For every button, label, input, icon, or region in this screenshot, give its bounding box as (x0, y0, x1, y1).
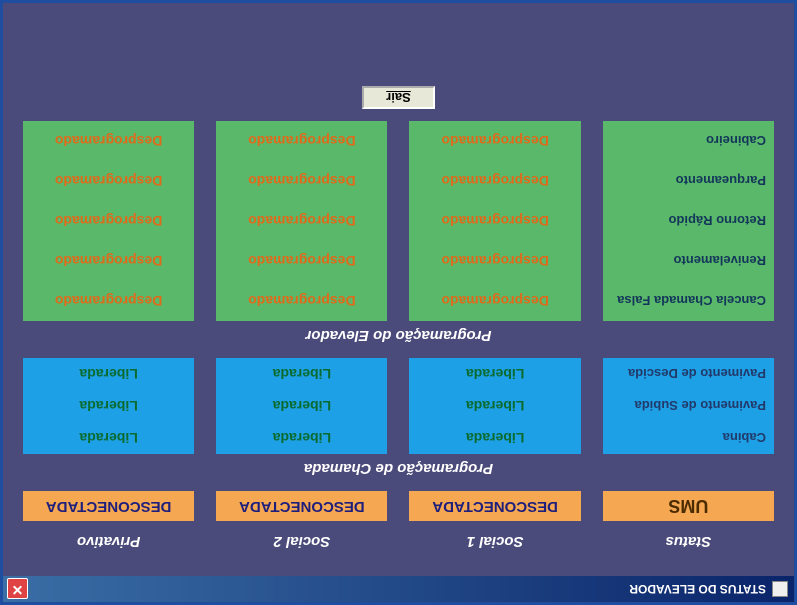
chamada-val: Liberada (79, 430, 137, 446)
elevador-val: Desprogramado (441, 173, 548, 189)
chamada-val: Liberada (466, 398, 524, 414)
elevador-val: Desprogramado (55, 133, 162, 149)
chamada-col-privativo: Liberada Liberada Liberada (23, 358, 194, 454)
elevador-val: Desprogramado (248, 293, 355, 309)
status-row: UMS DESCONECTADA DESCONECTADA DESCONECTA… (23, 491, 774, 521)
column-headers: Status Social 1 Social 2 Privativo (23, 521, 774, 556)
elevador-val: Desprogramado (55, 293, 162, 309)
elevador-val: Desprogramado (248, 213, 355, 229)
elevador-row-renivel: Renivelamento (603, 241, 774, 281)
elevador-col-social2: Desprogramado Desprogramado Desprogramad… (216, 121, 387, 321)
elevador-val: Desprogramado (248, 173, 355, 189)
sair-button[interactable]: Sair (362, 86, 435, 109)
col-header-social1: Social 1 (410, 521, 581, 556)
elevador-val: Desprogramado (441, 213, 548, 229)
close-icon[interactable]: ✕ (7, 579, 28, 600)
elevador-labels: Cancela Chamada Falsa Renivelamento Reto… (603, 121, 774, 321)
status-social2: DESCONECTADA (216, 491, 387, 521)
elevador-row-parque: Parqueamento (603, 161, 774, 201)
status-ums: UMS (603, 491, 774, 521)
chamada-row-descida: Pavimento de Descida (603, 358, 774, 390)
section-chamada-title: Programação de Chamada (23, 460, 774, 477)
elevador-row-retorno: Retorno Rápido (603, 201, 774, 241)
elevador-col-social1: Desprogramado Desprogramado Desprogramad… (410, 121, 581, 321)
elevador-val: Desprogramado (441, 253, 548, 269)
chamada-val: Liberada (79, 366, 137, 382)
chamada-val: Liberada (466, 430, 524, 446)
chamada-col-social2: Liberada Liberada Liberada (216, 358, 387, 454)
chamada-grid: Cabina Pavimento de Subida Pavimento de … (23, 358, 774, 454)
elevador-col-privativo: Desprogramado Desprogramado Desprogramad… (23, 121, 194, 321)
elevador-val: Desprogramado (55, 173, 162, 189)
chamada-col-social1: Liberada Liberada Liberada (410, 358, 581, 454)
chamada-val: Liberada (466, 366, 524, 382)
col-header-status: Status (603, 521, 774, 556)
elevador-val: Desprogramado (248, 133, 355, 149)
status-social1: DESCONECTADA (410, 491, 581, 521)
window-title: STATUS DO ELEVADOR (629, 582, 766, 596)
status-privativo: DESCONECTADA (23, 491, 194, 521)
elevador-val: Desprogramado (248, 253, 355, 269)
titlebar: STATUS DO ELEVADOR ✕ (3, 576, 794, 602)
chamada-labels: Cabina Pavimento de Subida Pavimento de … (603, 358, 774, 454)
chamada-val: Liberada (273, 430, 331, 446)
content-area: Status Social 1 Social 2 Privativo UMS D… (3, 3, 794, 576)
section-elevador-title: Programação do Elevador (23, 327, 774, 344)
elevador-row-cabineiro: Cabineiro (603, 121, 774, 161)
col-header-social2: Social 2 (216, 521, 387, 556)
col-header-privativo: Privativo (23, 521, 194, 556)
elevador-grid: Cancela Chamada Falsa Renivelamento Reto… (23, 121, 774, 321)
app-icon (772, 581, 788, 597)
chamada-val: Liberada (273, 366, 331, 382)
chamada-val: Liberada (79, 398, 137, 414)
elevador-row-cancela: Cancela Chamada Falsa (603, 281, 774, 321)
chamada-row-subida: Pavimento de Subida (603, 390, 774, 422)
chamada-val: Liberada (273, 398, 331, 414)
elevador-val: Desprogramado (55, 253, 162, 269)
chamada-row-cabina: Cabina (603, 422, 774, 454)
elevador-val: Desprogramado (55, 213, 162, 229)
window-frame: STATUS DO ELEVADOR ✕ Status Social 1 Soc… (0, 0, 797, 605)
elevador-val: Desprogramado (441, 293, 548, 309)
elevador-val: Desprogramado (441, 133, 548, 149)
